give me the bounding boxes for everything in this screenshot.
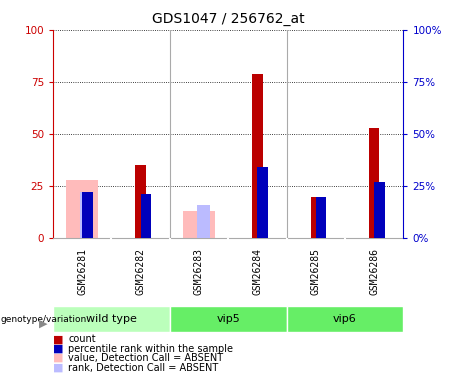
Bar: [66, 180, 98, 238]
Bar: [170, 306, 287, 332]
Bar: [80, 192, 93, 238]
Title: GDS1047 / 256762_at: GDS1047 / 256762_at: [152, 12, 305, 26]
Bar: [197, 205, 209, 238]
Text: ▶: ▶: [39, 318, 47, 328]
Bar: [252, 74, 263, 238]
Text: rank, Detection Call = ABSENT: rank, Detection Call = ABSENT: [68, 363, 219, 372]
Bar: [136, 165, 146, 238]
Text: GSM26283: GSM26283: [194, 248, 204, 296]
Bar: [316, 196, 326, 238]
Text: count: count: [68, 334, 96, 344]
Bar: [287, 306, 403, 332]
Text: genotype/variation: genotype/variation: [1, 315, 87, 324]
Text: ■: ■: [53, 363, 64, 372]
Text: vip6: vip6: [333, 314, 357, 324]
Bar: [374, 182, 384, 238]
Text: ■: ■: [53, 353, 64, 363]
Text: GSM26285: GSM26285: [311, 248, 321, 296]
Bar: [183, 211, 215, 238]
Text: value, Detection Call = ABSENT: value, Detection Call = ABSENT: [68, 353, 223, 363]
Text: GSM26282: GSM26282: [136, 248, 146, 296]
Text: ■: ■: [53, 344, 64, 354]
Text: vip5: vip5: [216, 314, 240, 324]
Text: wild type: wild type: [86, 314, 137, 324]
Bar: [141, 194, 151, 238]
Bar: [53, 306, 170, 332]
Bar: [257, 167, 268, 238]
Bar: [311, 196, 321, 238]
Text: GSM26286: GSM26286: [369, 248, 379, 296]
Text: percentile rank within the sample: percentile rank within the sample: [68, 344, 233, 354]
Text: ■: ■: [53, 334, 64, 344]
Bar: [369, 128, 379, 238]
Text: GSM26281: GSM26281: [77, 248, 87, 296]
Bar: [82, 192, 93, 238]
Text: GSM26284: GSM26284: [252, 248, 262, 296]
